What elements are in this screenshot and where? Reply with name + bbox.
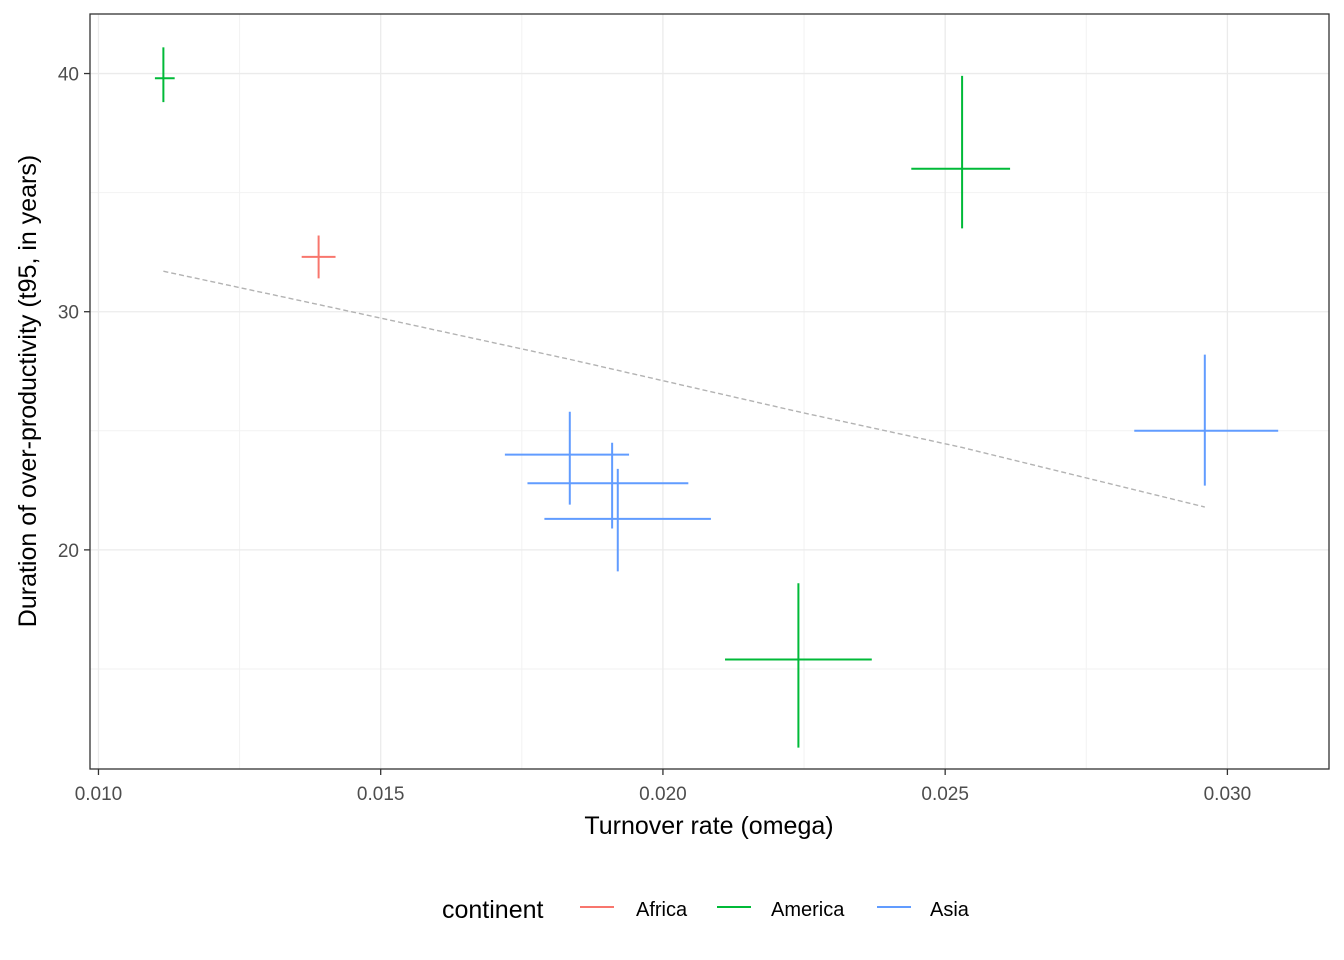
legend-item-asia: Asia: [877, 899, 970, 921]
legend-title: continent: [442, 896, 544, 924]
trend-layer: [163, 270, 1205, 508]
plot-panel-border: [89, 13, 1330, 770]
trend-line: [163, 270, 1205, 508]
data-point-africa: [301, 235, 336, 279]
data-point-asia: [1134, 354, 1279, 486]
x-tick-label: 0.030: [1204, 784, 1252, 805]
data-point-america: [725, 583, 872, 748]
x-axis-title: Turnover rate (omega): [584, 812, 833, 840]
x-tick-label: 0.020: [639, 784, 687, 805]
legend: continent Africa America Asia: [442, 896, 970, 924]
x-tick-label: 0.015: [357, 784, 405, 805]
legend-label: America: [771, 899, 845, 921]
legend-item-africa: Africa: [580, 899, 688, 921]
x-tick-label: 0.010: [75, 784, 123, 805]
major-grid: [90, 14, 1329, 769]
legend-label: Africa: [636, 899, 688, 921]
data-point-asia: [504, 411, 630, 505]
x-axis-ticks: 0.010 0.015 0.020 0.025 0.030: [75, 769, 1251, 805]
y-tick-label: 20: [58, 541, 79, 562]
minor-grid: [90, 14, 1329, 769]
data-point-america: [911, 75, 1011, 229]
y-tick-label: 30: [58, 303, 79, 324]
data-point-asia: [527, 442, 689, 529]
y-axis-ticks: 20 30 40: [58, 65, 90, 562]
legend-item-america: America: [717, 899, 845, 921]
y-tick-label: 40: [58, 65, 79, 86]
legend-label: Asia: [930, 899, 970, 921]
x-tick-label: 0.025: [921, 784, 969, 805]
points-layer: [154, 47, 1279, 748]
data-point-america: [154, 47, 175, 103]
plot-background: [90, 14, 1329, 769]
data-point-asia: [544, 468, 711, 572]
y-axis-title: Duration of over-productivity (t95, in y…: [14, 155, 42, 627]
